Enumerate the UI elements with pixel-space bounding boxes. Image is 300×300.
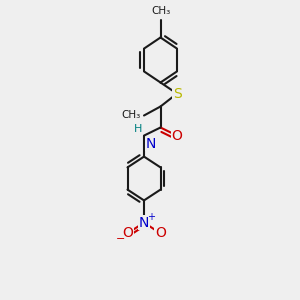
Text: CH₃: CH₃	[122, 110, 141, 121]
Text: H: H	[134, 124, 142, 134]
Text: O: O	[155, 226, 166, 240]
Text: N: N	[139, 216, 149, 230]
Text: −: −	[116, 234, 126, 244]
Text: S: S	[172, 87, 182, 100]
Text: CH₃: CH₃	[151, 7, 170, 16]
Text: O: O	[122, 226, 133, 240]
Text: O: O	[172, 129, 182, 142]
Text: N: N	[146, 137, 156, 151]
Text: +: +	[147, 212, 154, 222]
